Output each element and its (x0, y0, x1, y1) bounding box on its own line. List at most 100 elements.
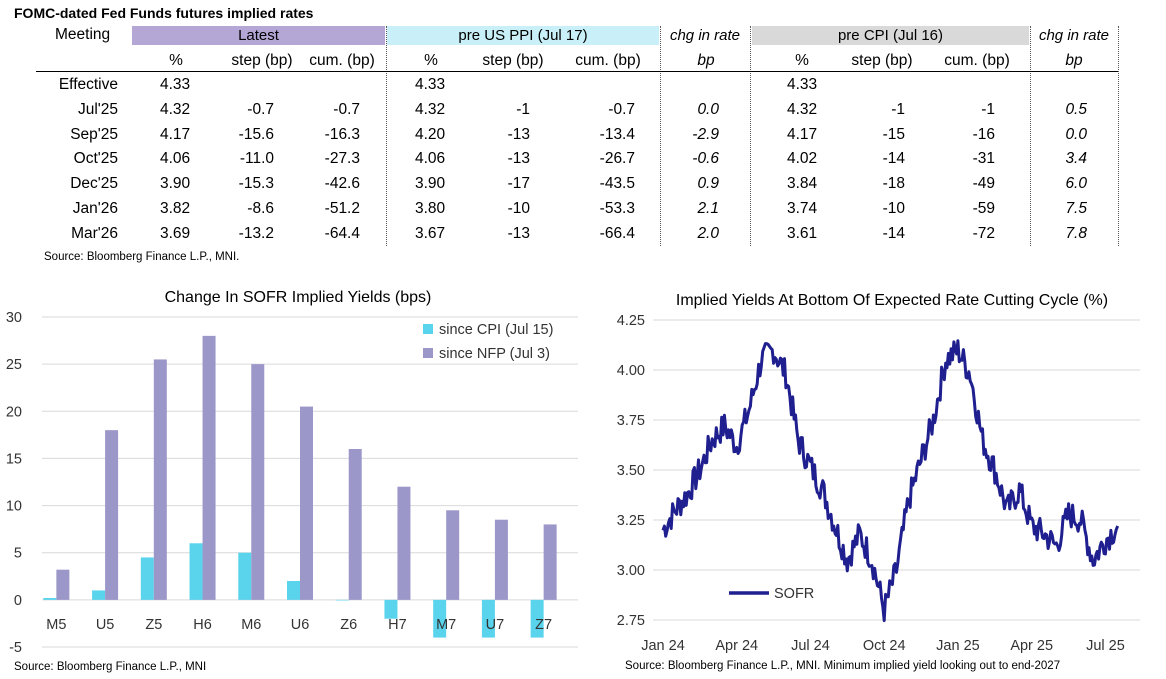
cell: -66.4 (599, 225, 635, 242)
cell: 4.06 (160, 150, 191, 167)
bar-x-tick: U5 (96, 617, 115, 633)
cell: 4.33 (160, 76, 191, 93)
cell: 6.0 (1065, 175, 1087, 192)
cell: 3.84 (787, 175, 818, 192)
bar-nfp-U6 (300, 406, 313, 600)
cell: -16 (972, 126, 995, 143)
legend-label-cpi: since CPI (Jul 15) (439, 322, 553, 338)
cell: -14 (882, 150, 905, 167)
sofr-line (661, 339, 1120, 623)
cell: 4.32 (415, 101, 446, 118)
bar-nfp-M7 (446, 510, 460, 600)
cell: -13.2 (238, 225, 274, 242)
row-label: Sep'25 (70, 126, 118, 143)
cell: -64.4 (324, 225, 360, 242)
cell: -0.6 (692, 150, 719, 167)
cell: -27.3 (324, 150, 360, 167)
cell: 4.32 (787, 101, 818, 118)
cell: -13 (507, 150, 530, 167)
cell: -51.2 (324, 200, 360, 217)
bar-nfp-Z5 (153, 359, 167, 600)
cell: 3.61 (787, 225, 818, 242)
cell: -1 (516, 101, 530, 118)
bar-x-tick: M5 (46, 617, 66, 633)
bar-cpi-Z5 (140, 557, 154, 600)
cell: -1 (981, 101, 995, 118)
bar-y-tick: 5 (14, 546, 22, 562)
cell: 2.1 (697, 200, 719, 217)
line-y-tick: 4.25 (617, 313, 645, 329)
cell: 7.5 (1065, 200, 1087, 217)
cell: 4.06 (415, 150, 446, 167)
sofr-line-chart: Implied Yields At Bottom Of Expected Rat… (617, 292, 1140, 672)
bar-nfp-U7 (494, 519, 508, 600)
line-y-tick: 3.00 (617, 563, 645, 579)
bar-x-tick: H7 (388, 617, 407, 633)
cell: 4.20 (415, 126, 446, 143)
cell: -0.7 (333, 101, 360, 118)
meeting-header: Meeting (55, 26, 111, 43)
cell: 3.74 (787, 200, 818, 217)
cell: -8.6 (247, 200, 274, 217)
cell: -26.7 (599, 150, 635, 167)
bar-y-tick: 30 (6, 310, 22, 326)
cell: -10 (507, 200, 530, 217)
cell: 4.02 (787, 150, 818, 167)
cell: 0.5 (1065, 101, 1087, 118)
line-x-tick: Jul 25 (1086, 638, 1125, 654)
cell: 4.17 (160, 126, 191, 143)
bar-y-tick: 10 (6, 499, 22, 515)
bar-chart-title: Change In SOFR Implied Yields (bps) (165, 289, 432, 306)
bar-nfp-U5 (105, 430, 119, 600)
cell: -43.5 (599, 175, 635, 192)
sub-pct: % (424, 52, 438, 69)
bar-y-tick: 20 (6, 404, 22, 420)
cell: 3.90 (415, 175, 446, 192)
row-label: Jan'26 (72, 200, 118, 217)
legend-swatch-cpi (423, 324, 433, 334)
bar-cpi-M7 (433, 599, 447, 638)
row-label: Dec'25 (70, 175, 118, 192)
cell: -42.6 (324, 175, 360, 192)
cell: -72 (972, 225, 995, 242)
cell: -15.6 (238, 126, 274, 143)
sub-pct: % (795, 52, 809, 69)
bar-cpi-H6 (189, 543, 203, 600)
line-y-tick: 3.50 (617, 463, 645, 479)
cell: 0.9 (697, 175, 719, 192)
line-x-tick: Apr 24 (715, 638, 758, 654)
line-x-tick: Jan 25 (936, 638, 980, 654)
sub-pct: % (169, 52, 183, 69)
cell: -0.7 (608, 101, 635, 118)
cell: 2.0 (697, 225, 719, 242)
bar-nfp-Z7 (543, 524, 557, 600)
bar-cpi-H7 (384, 599, 398, 619)
line-y-tick: 3.25 (617, 513, 645, 529)
cell: -11.0 (239, 150, 274, 167)
sub-bp: bp (697, 52, 715, 69)
cell: 3.82 (160, 200, 191, 217)
cell: 7.8 (1065, 225, 1087, 242)
sub-cum: cum. (bp) (575, 52, 641, 69)
bar-x-tick: M7 (436, 617, 456, 633)
bar-chart-source: Source: Bloomberg Finance L.P., MNI (14, 661, 206, 673)
bar-x-tick: Z7 (535, 617, 552, 633)
legend-swatch-nfp (423, 348, 433, 358)
row-label: Jul'25 (77, 101, 118, 118)
cell: 3.90 (160, 175, 191, 192)
sub-bp: bp (1065, 52, 1083, 69)
cell: -10 (882, 200, 905, 217)
cell: 0.0 (1065, 126, 1087, 143)
bar-cpi-U7 (481, 599, 495, 638)
bar-cpi-M5 (43, 597, 57, 600)
table-title: FOMC-dated Fed Funds futures implied rat… (14, 5, 314, 21)
bar-nfp-M6 (251, 364, 265, 600)
line-y-tick: 3.75 (617, 413, 645, 429)
cell: -59 (972, 200, 995, 217)
cell: 4.32 (160, 101, 191, 118)
bar-x-tick: Z6 (340, 617, 357, 633)
bar-x-tick: M6 (241, 617, 261, 633)
bar-y-tick: 0 (14, 593, 22, 609)
bar-nfp-M5 (56, 569, 70, 600)
cell: -31 (972, 150, 995, 167)
